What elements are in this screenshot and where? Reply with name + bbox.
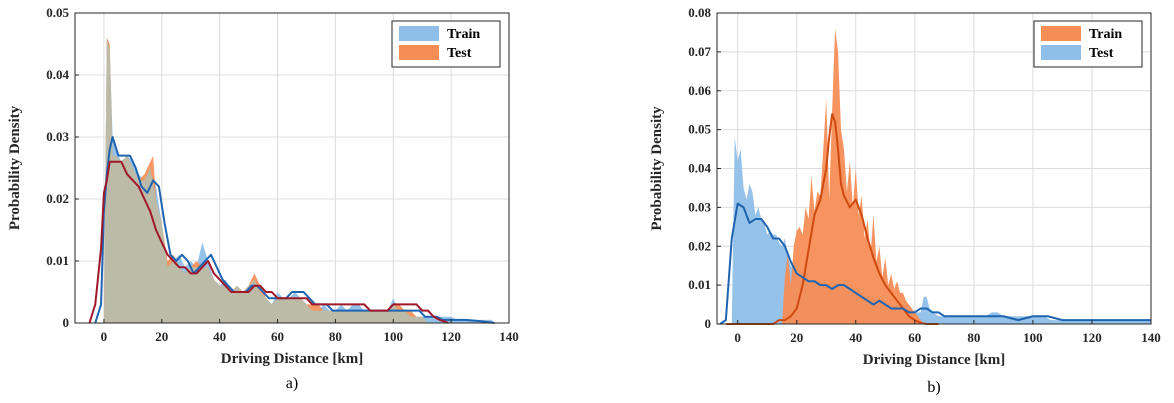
chart-panel-b: 0 20 40 60 80 100 120 140 0 0.01 0.02 0.03 0.04 0.05 0… <box>649 5 1161 396</box>
chart-a-y-tick-label-2: 0.02 <box>46 191 69 206</box>
chart-a-legend-label-train: Train <box>447 27 480 42</box>
chart-a-x-tick-label-5: 100 <box>384 329 404 344</box>
chart-b-legend: Train Test <box>1033 20 1143 68</box>
chart-a-legend: Train Test <box>391 20 501 68</box>
chart-a-panel-label: a) <box>286 375 298 392</box>
chart-a-y-tick-label-1: 0.01 <box>46 253 69 268</box>
chart-b-y-tick-label-1: 0.01 <box>688 277 711 292</box>
chart-b-x-tick-label-7: 140 <box>1141 330 1161 345</box>
chart-a-y-tick-label-0: 0 <box>63 315 70 330</box>
chart-a-hist-train <box>103 37 495 324</box>
chart-b-legend-swatch-test <box>1041 45 1081 60</box>
chart-a-y-axis-label: Probability Density <box>7 105 23 230</box>
chart-b-hist-train <box>781 28 924 325</box>
chart-b-y-tick-label-2: 0.02 <box>688 238 711 253</box>
chart-a-y-tick-label-4: 0.04 <box>46 67 69 82</box>
chart-b-y-tick-label-8: 0.08 <box>688 5 711 20</box>
chart-b-x-tick-label-4: 80 <box>967 330 980 345</box>
chart-b-legend-label-train: Train <box>1089 27 1122 42</box>
chart-b-y-tick-label-0: 0 <box>705 316 712 331</box>
chart-a-x-tick-label-0: 0 <box>101 329 108 344</box>
chart-b-x-axis-label: Driving Distance [km] <box>863 352 1006 368</box>
chart-b-y-axis-label: Probability Density <box>649 106 665 231</box>
chart-b-y-tick-label-7: 0.07 <box>688 44 711 59</box>
chart-a-x-tick-label-3: 60 <box>271 329 284 344</box>
chart-b-x-tick-label-2: 40 <box>849 330 862 345</box>
chart-b-histograms <box>731 28 1151 325</box>
chart-b-x-tick-label-6: 120 <box>1082 330 1102 345</box>
chart-a-x-tick-label-7: 140 <box>499 329 519 344</box>
chart-a-kde-test <box>88 160 449 324</box>
chart-b-x-tick-label-0: 0 <box>734 330 741 345</box>
chart-b-tick-labels: 0 20 40 60 80 100 120 140 0 0.01 0.02 0.03 0.04 0.05 0… <box>688 5 1161 345</box>
chart-a-axes-frame <box>74 12 510 324</box>
chart-a-kde-lines <box>88 136 495 324</box>
chart-b-x-tick-label-3: 60 <box>908 330 921 345</box>
chart-a-x-tick-label-4: 80 <box>329 329 342 344</box>
chart-b-legend-swatch-train <box>1041 26 1081 41</box>
chart-b-legend-label-test: Test <box>1089 46 1114 61</box>
chart-b-kde-test <box>719 202 1151 325</box>
chart-a-y-tick-label-3: 0.03 <box>46 129 69 144</box>
chart-a-x-tick-label-2: 40 <box>213 329 226 344</box>
chart-b-hist-test <box>731 137 1151 324</box>
chart-a-legend-swatch-test <box>399 45 439 60</box>
chart-a-y-tick-label-5: 0.05 <box>46 5 69 20</box>
chart-b-y-tick-label-5: 0.05 <box>688 122 711 137</box>
chart-panel-a: 0 20 40 60 80 100 120 14000.010.020.030.040.05 … <box>7 5 519 392</box>
chart-b-x-tick-label-1: 20 <box>790 330 803 345</box>
chart-a-legend-swatch-train <box>399 26 439 41</box>
chart-a-legend-label-test: Test <box>447 46 472 61</box>
chart-b-panel-label: b) <box>927 379 940 396</box>
chart-a-x-tick-label-1: 20 <box>155 329 168 344</box>
chart-a-x-tick-label-6: 120 <box>441 329 461 344</box>
chart-b-y-tick-label-3: 0.03 <box>688 199 711 214</box>
chart-b-y-tick-label-6: 0.06 <box>688 83 711 98</box>
chart-a-x-axis-label: Driving Distance [km] <box>221 351 364 367</box>
chart-b-x-tick-label-5: 100 <box>1023 330 1043 345</box>
chart-a-histograms <box>103 37 495 324</box>
chart-a-tick-labels: 0 20 40 60 80 100 120 140 0 0.01 0.02 0.03 0.04 0.05 <box>46 5 519 344</box>
chart-b-y-tick-label-4: 0.04 <box>688 161 711 176</box>
chart-a-hist-overlap <box>103 37 495 324</box>
